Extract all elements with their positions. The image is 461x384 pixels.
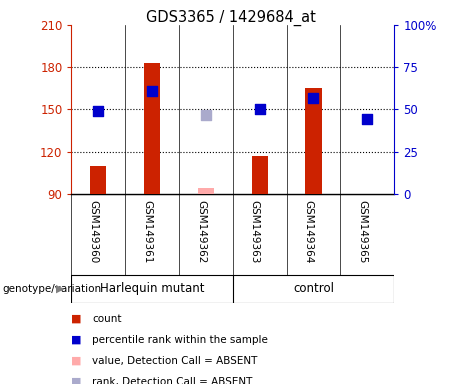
Bar xyxy=(144,63,160,194)
Bar xyxy=(198,188,214,194)
Text: GSM149363: GSM149363 xyxy=(250,200,260,264)
Text: GSM149362: GSM149362 xyxy=(196,200,206,264)
Text: GDS3365 / 1429684_at: GDS3365 / 1429684_at xyxy=(146,10,315,26)
Text: genotype/variation: genotype/variation xyxy=(2,284,101,294)
Text: ■: ■ xyxy=(71,377,82,384)
Text: ■: ■ xyxy=(71,356,82,366)
Text: ■: ■ xyxy=(71,314,82,324)
Bar xyxy=(305,88,321,194)
Text: GSM149365: GSM149365 xyxy=(357,200,367,264)
Text: Harlequin mutant: Harlequin mutant xyxy=(100,283,204,295)
Text: value, Detection Call = ABSENT: value, Detection Call = ABSENT xyxy=(92,356,258,366)
Text: count: count xyxy=(92,314,122,324)
Point xyxy=(364,116,371,122)
Text: GSM149364: GSM149364 xyxy=(303,200,313,264)
Text: ▶: ▶ xyxy=(56,284,64,294)
Point xyxy=(256,106,263,113)
Point xyxy=(202,112,210,118)
Text: rank, Detection Call = ABSENT: rank, Detection Call = ABSENT xyxy=(92,377,253,384)
Bar xyxy=(90,166,106,194)
Point xyxy=(148,88,156,94)
Text: percentile rank within the sample: percentile rank within the sample xyxy=(92,335,268,345)
Bar xyxy=(252,156,268,194)
Point xyxy=(95,108,102,114)
Text: control: control xyxy=(293,283,334,295)
Text: GSM149360: GSM149360 xyxy=(89,200,98,264)
Text: GSM149361: GSM149361 xyxy=(142,200,152,264)
Text: ■: ■ xyxy=(71,335,82,345)
Point xyxy=(310,95,317,101)
